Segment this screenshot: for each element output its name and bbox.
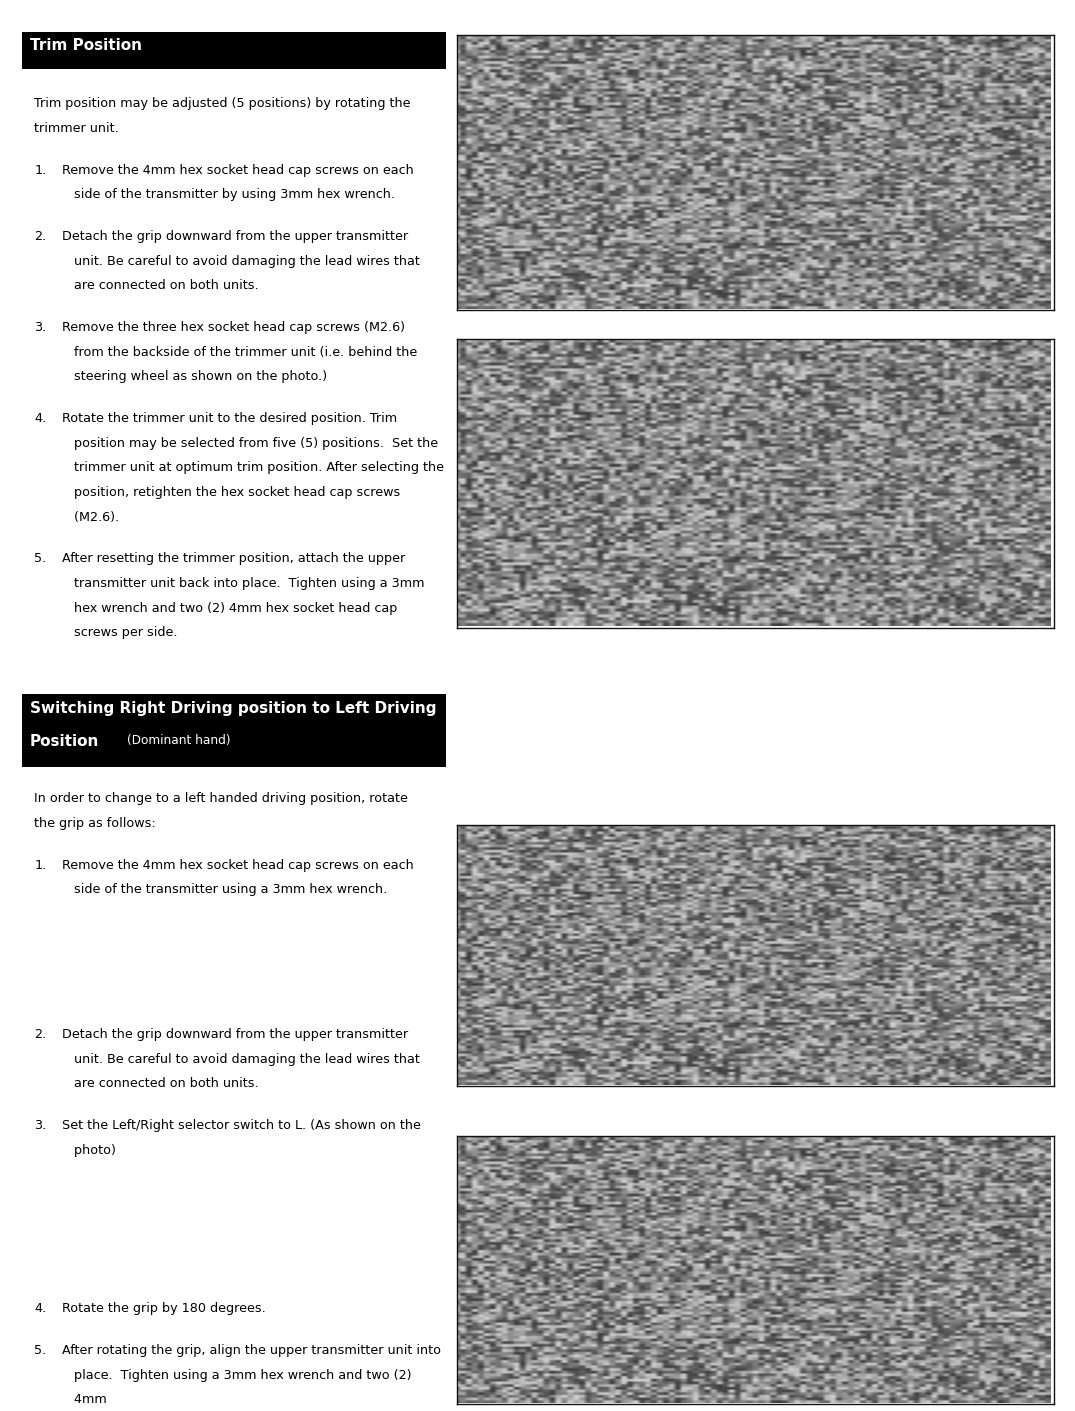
Text: trimmer unit.: trimmer unit. xyxy=(34,123,119,135)
Text: 1.: 1. xyxy=(34,164,46,176)
Text: Rotate the trimmer unit to the desired position. Trim: Rotate the trimmer unit to the desired p… xyxy=(62,412,398,425)
Text: After rotating the grip, align the upper transmitter unit into: After rotating the grip, align the upper… xyxy=(62,1343,442,1357)
Text: Position: Position xyxy=(30,734,100,749)
Text: screws per side.: screws per side. xyxy=(62,626,177,639)
Text: 4mm: 4mm xyxy=(62,1393,108,1407)
Text: the grip as follows:: the grip as follows: xyxy=(34,817,156,830)
Text: hex wrench and two (2) 4mm hex socket head cap: hex wrench and two (2) 4mm hex socket he… xyxy=(62,601,398,615)
Text: photo): photo) xyxy=(62,1143,116,1157)
Text: 2.: 2. xyxy=(34,1027,46,1041)
Text: Set the Left/Right selector switch to L. (As shown on the: Set the Left/Right selector switch to L.… xyxy=(62,1119,421,1132)
Text: side of the transmitter using a 3mm hex wrench.: side of the transmitter using a 3mm hex … xyxy=(62,883,388,896)
Text: 3.: 3. xyxy=(34,1119,46,1132)
Text: Page 5: Page 5 xyxy=(987,1370,1037,1386)
Text: Trim Position: Trim Position xyxy=(30,38,142,54)
Text: are connected on both units.: are connected on both units. xyxy=(62,1077,259,1091)
Text: After resetting the trimmer position, attach the upper: After resetting the trimmer position, at… xyxy=(62,552,405,566)
Text: 1.: 1. xyxy=(34,858,46,872)
Text: unit. Be careful to avoid damaging the lead wires that: unit. Be careful to avoid damaging the l… xyxy=(62,254,420,268)
Text: 2.: 2. xyxy=(34,230,46,243)
Text: place.  Tighten using a 3mm hex wrench and two (2): place. Tighten using a 3mm hex wrench an… xyxy=(62,1369,412,1381)
Text: trimmer unit at optimum trim position. After selecting the: trimmer unit at optimum trim position. A… xyxy=(62,461,444,474)
Text: Remove the 4mm hex socket head cap screws on each: Remove the 4mm hex socket head cap screw… xyxy=(62,164,414,176)
Text: transmitter unit back into place.  Tighten using a 3mm: transmitter unit back into place. Tighte… xyxy=(62,577,425,590)
Text: 5.: 5. xyxy=(34,552,46,566)
Text: steering wheel as shown on the photo.): steering wheel as shown on the photo.) xyxy=(62,370,328,384)
Text: Detach the grip downward from the upper transmitter: Detach the grip downward from the upper … xyxy=(62,1027,409,1041)
Text: Detach the grip downward from the upper transmitter: Detach the grip downward from the upper … xyxy=(62,230,409,243)
Text: (M2.6).: (M2.6). xyxy=(62,511,119,523)
Text: from the backside of the trimmer unit (i.e. behind the: from the backside of the trimmer unit (i… xyxy=(62,346,417,358)
Text: Rotate the grip by 180 degrees.: Rotate the grip by 180 degrees. xyxy=(62,1302,267,1315)
Text: Remove the 4mm hex socket head cap screws on each: Remove the 4mm hex socket head cap screw… xyxy=(62,858,414,872)
Text: 5.: 5. xyxy=(34,1343,46,1357)
Text: In order to change to a left handed driving position, rotate: In order to change to a left handed driv… xyxy=(34,792,408,806)
Text: 4.: 4. xyxy=(34,1302,46,1315)
Text: Trim position may be adjusted (5 positions) by rotating the: Trim position may be adjusted (5 positio… xyxy=(34,97,411,110)
Text: side of the transmitter by using 3mm hex wrench.: side of the transmitter by using 3mm hex… xyxy=(62,188,396,202)
Text: unit. Be careful to avoid damaging the lead wires that: unit. Be careful to avoid damaging the l… xyxy=(62,1053,420,1065)
Text: 3.: 3. xyxy=(34,320,46,334)
Text: are connected on both units.: are connected on both units. xyxy=(62,279,259,292)
Text: position may be selected from five (5) positions.  Set the: position may be selected from five (5) p… xyxy=(62,436,439,450)
Text: Switching Right Driving position to Left Driving: Switching Right Driving position to Left… xyxy=(30,700,436,715)
Text: (Dominant hand): (Dominant hand) xyxy=(127,734,230,746)
Text: position, retighten the hex socket head cap screws: position, retighten the hex socket head … xyxy=(62,485,401,499)
FancyBboxPatch shape xyxy=(22,693,446,766)
Text: Remove the three hex socket head cap screws (M2.6): Remove the three hex socket head cap scr… xyxy=(62,320,405,334)
FancyBboxPatch shape xyxy=(22,32,446,69)
Text: 4.: 4. xyxy=(34,412,46,425)
